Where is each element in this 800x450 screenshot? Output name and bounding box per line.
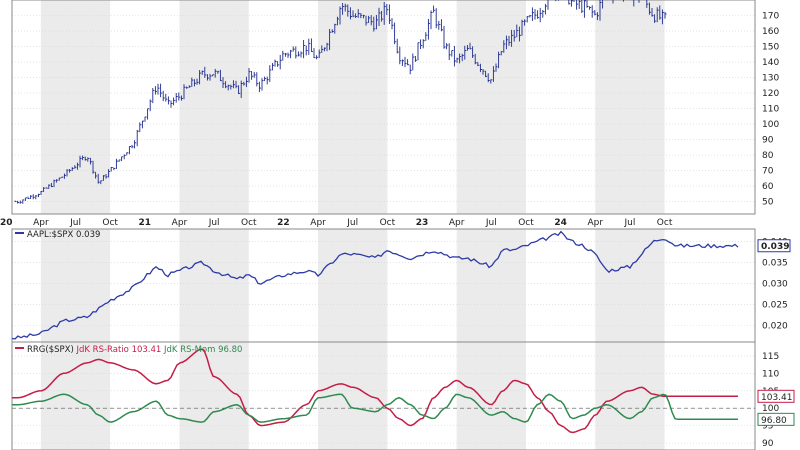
x-tick-label: Jul <box>208 218 220 228</box>
rs-mom-series-line <box>12 393 738 423</box>
rs-mom-last-value-box <box>757 412 795 426</box>
price-shade-band <box>595 0 665 214</box>
x-tick-label: Apr <box>172 218 188 228</box>
ratio-legend-label: AAPL:$SPX 0.039 <box>27 230 100 240</box>
price-panel: 50 60 70 80 90 100 110 120 130 140 150 160 170 <box>11 0 779 215</box>
ratio-ytick-label: 0.020 <box>762 321 788 331</box>
ratio-shade-band <box>179 229 249 342</box>
price-ytick-label: 70 <box>762 167 774 177</box>
x-tick-label: 20 <box>0 218 12 228</box>
ratio-ytick-label: 0.035 <box>762 258 788 268</box>
x-tick-label: 22 <box>277 218 290 228</box>
price-ytick-label: 140 <box>762 58 779 68</box>
price-ytick-label: 130 <box>762 74 779 84</box>
price-ytick-label: 60 <box>762 182 774 192</box>
ratio-last-value-label: 0.039 <box>761 242 789 252</box>
x-tick-label: 21 <box>139 218 152 228</box>
rrg-shade-band <box>456 342 526 450</box>
ratio-ytick-label: 0.025 <box>762 300 788 310</box>
ratio-last-value-box <box>757 239 791 253</box>
price-shade-band <box>456 0 526 214</box>
ratio-series-line <box>11 230 739 340</box>
ratio-shade-band <box>456 229 526 342</box>
rrg-legend-prefix: RRG($SPX) <box>27 345 77 355</box>
price-ytick-label: 80 <box>762 151 774 161</box>
ratio-shade-band <box>40 229 111 342</box>
price-shade-band <box>179 0 249 214</box>
x-tick-label: Jul <box>69 218 81 228</box>
x-tick-label: Apr <box>33 218 49 228</box>
price-ytick-label: 90 <box>762 136 774 146</box>
rrg-ytick-label: 95 <box>762 422 773 432</box>
rrg-legend: RRG($SPX) JdK RS-Ratio 103.41 JdK RS-Mom… <box>15 345 242 355</box>
price-ytick-label: 120 <box>762 89 779 99</box>
rrg-legend-swatch <box>15 347 24 349</box>
rs-mom-last-value-label: 96.80 <box>761 416 787 426</box>
rs-ratio-series-line <box>12 348 738 434</box>
x-tick-label: 23 <box>416 218 429 228</box>
x-tick-label: Oct <box>657 218 673 228</box>
rrg-ytick-label: 90 <box>762 439 774 449</box>
x-tick-label: Jul <box>346 218 358 228</box>
x-tick-label: Apr <box>587 218 603 228</box>
price-shade-band <box>318 0 388 214</box>
rrg-ytick-label: 115 <box>762 352 779 362</box>
price-ytick-label: 150 <box>762 43 779 53</box>
ratio-legend: AAPL:$SPX 0.039 <box>15 230 100 240</box>
x-tick-label: Apr <box>449 218 465 228</box>
x-tick-label: Jul <box>485 218 497 228</box>
rrg-shade-band <box>40 342 111 450</box>
x-tick-label: Oct <box>518 218 534 228</box>
rs-ratio-last-value-tag: 103.41 <box>757 389 795 403</box>
ratio-ytick-label: 0.030 <box>762 279 788 289</box>
rs-ratio-legend-label: JdK RS-Ratio 103.41 <box>76 345 165 355</box>
price-ytick-label: 50 <box>762 198 774 208</box>
price-ytick-label: 160 <box>762 27 779 37</box>
x-tick-label: Jul <box>623 218 635 228</box>
ratio-shade-band <box>595 229 665 342</box>
rs-mom-last-value-tag: 96.80 <box>757 412 795 426</box>
rrg-legend-label: RRG($SPX) JdK RS-Ratio 103.41 JdK RS-Mom… <box>27 345 242 355</box>
ratio-last-value-tag: 0.039 <box>757 239 791 253</box>
rrg-shade-band <box>595 342 665 450</box>
rrg-shade-band <box>179 342 249 450</box>
price-ytick-label: 170 <box>762 12 779 22</box>
rrg-panel: 9095100105110115 <box>11 341 779 450</box>
rs-ratio-last-value-box <box>757 389 795 403</box>
rrg-ytick-label: 100 <box>762 404 779 414</box>
rs-ratio-last-value-label: 103.41 <box>761 393 793 403</box>
ratio-shade-band <box>318 229 388 342</box>
price-frame <box>11 0 756 215</box>
price-ytick-label: 110 <box>762 105 779 115</box>
x-tick-label: Oct <box>380 218 396 228</box>
rs-mom-legend-label: JdK RS-Mom 96.80 <box>163 345 242 355</box>
rrg-ytick-label: 110 <box>762 369 779 379</box>
x-tick-label: Apr <box>310 218 326 228</box>
x-axis: Oct 20 Apr Jul Oct 21 Apr Jul Oct 22 Apr Jul Oct 23 Ap… <box>0 218 673 228</box>
x-tick-label: Oct <box>102 218 118 228</box>
price-ytick-label: 100 <box>762 120 779 130</box>
x-tick-label: Oct <box>241 218 257 228</box>
ratio-legend-swatch <box>15 232 24 234</box>
price-bars <box>14 0 667 204</box>
x-tick-label: 24 <box>554 218 567 228</box>
